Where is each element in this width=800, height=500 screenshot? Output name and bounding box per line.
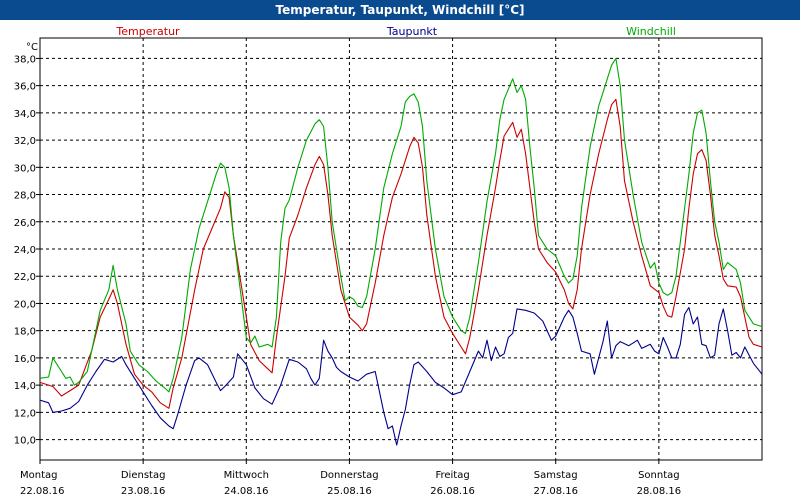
series-line-temperatur [39, 98, 763, 409]
x-axis-day-labels: Montag 22.08.16 Dienstag 23.08.16 Mittwoch 24… [20, 460, 681, 497]
y-tick-label: 16,0 [14, 354, 36, 365]
x-day-date: 24.08.16 [224, 486, 269, 497]
y-tick-label: 18,0 [14, 327, 36, 338]
y-tick-label: 30,0 [14, 163, 36, 174]
y-tick-label: 38,0 [14, 54, 36, 65]
legend-entry-taupunkt: Taupunkt [386, 25, 438, 38]
y-tick-label: 34,0 [14, 109, 36, 120]
legend: Temperatur Taupunkt Windchill [115, 25, 676, 38]
y-tick-label: 14,0 [14, 381, 36, 392]
y-tick-label: 24,0 [14, 245, 36, 256]
x-day-name: Mittwoch [224, 470, 269, 481]
y-tick-label: 26,0 [14, 218, 36, 229]
y-tick-label: 10,0 [14, 436, 36, 447]
series-line-windchill [39, 57, 763, 393]
y-tick-label: 36,0 [14, 82, 36, 93]
series-lines [39, 57, 763, 446]
x-day-date: 23.08.16 [121, 486, 166, 497]
x-day-date: 22.08.16 [20, 486, 65, 497]
x-day-date: 28.08.16 [637, 486, 682, 497]
x-day-name: Dienstag [121, 470, 166, 481]
y-tick-label: 20,0 [14, 299, 36, 310]
x-day-name: Donnerstag [320, 470, 378, 481]
x-day-name: Montag [20, 470, 57, 481]
legend-entry-temperatur: Temperatur [115, 25, 180, 38]
x-day-name: Sonntag [638, 470, 680, 481]
y-tick-label: 22,0 [14, 272, 36, 283]
x-day-name: Freitag [435, 470, 469, 481]
legend-entry-windchill: Windchill [626, 25, 676, 38]
y-axis-ticks: 10,0 12,0 14,0 16,0 18,0 20,0 22,0 24,0 26,0 28,0… [14, 54, 40, 447]
x-day-date: 27.08.16 [533, 486, 578, 497]
y-tick-label: 28,0 [14, 191, 36, 202]
series-line-taupunkt [39, 306, 763, 446]
window-title: Temperatur, Taupunkt, Windchill [°C] [0, 0, 800, 20]
grid-lines [40, 38, 762, 460]
y-tick-label: 32,0 [14, 136, 36, 147]
x-day-date: 25.08.16 [327, 486, 372, 497]
y-axis-label: °C [26, 42, 38, 53]
x-day-name: Samstag [534, 470, 578, 481]
x-day-date: 26.08.16 [430, 486, 475, 497]
y-tick-label: 12,0 [14, 408, 36, 419]
